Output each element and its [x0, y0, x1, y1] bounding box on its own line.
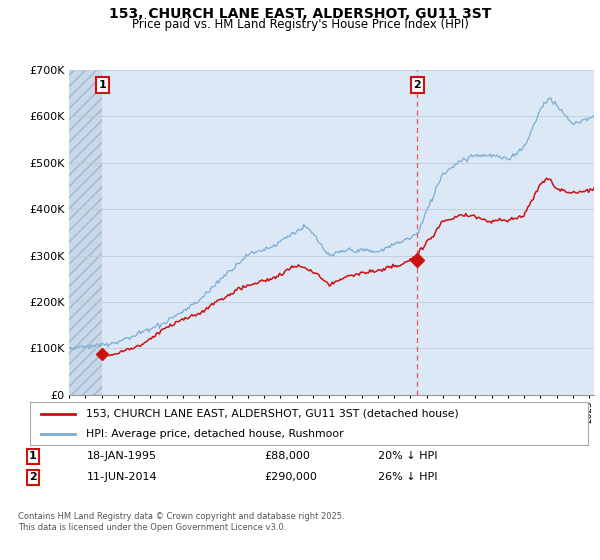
Bar — [69, 70, 102, 395]
Text: Contains HM Land Registry data © Crown copyright and database right 2025.
This d: Contains HM Land Registry data © Crown c… — [18, 512, 344, 532]
Text: 11-JUN-2014: 11-JUN-2014 — [87, 472, 158, 482]
Text: 20% ↓ HPI: 20% ↓ HPI — [378, 451, 437, 461]
Text: 2: 2 — [29, 472, 37, 482]
Text: 2: 2 — [413, 80, 421, 90]
Text: 26% ↓ HPI: 26% ↓ HPI — [378, 472, 437, 482]
Text: 153, CHURCH LANE EAST, ALDERSHOT, GU11 3ST: 153, CHURCH LANE EAST, ALDERSHOT, GU11 3… — [109, 7, 491, 21]
Text: Price paid vs. HM Land Registry's House Price Index (HPI): Price paid vs. HM Land Registry's House … — [131, 18, 469, 31]
Text: 153, CHURCH LANE EAST, ALDERSHOT, GU11 3ST (detached house): 153, CHURCH LANE EAST, ALDERSHOT, GU11 3… — [86, 409, 458, 419]
Text: 1: 1 — [98, 80, 106, 90]
Text: £88,000: £88,000 — [264, 451, 310, 461]
Text: 18-JAN-1995: 18-JAN-1995 — [87, 451, 157, 461]
Text: HPI: Average price, detached house, Rushmoor: HPI: Average price, detached house, Rush… — [86, 430, 343, 439]
Text: £290,000: £290,000 — [264, 472, 317, 482]
Text: 1: 1 — [29, 451, 37, 461]
